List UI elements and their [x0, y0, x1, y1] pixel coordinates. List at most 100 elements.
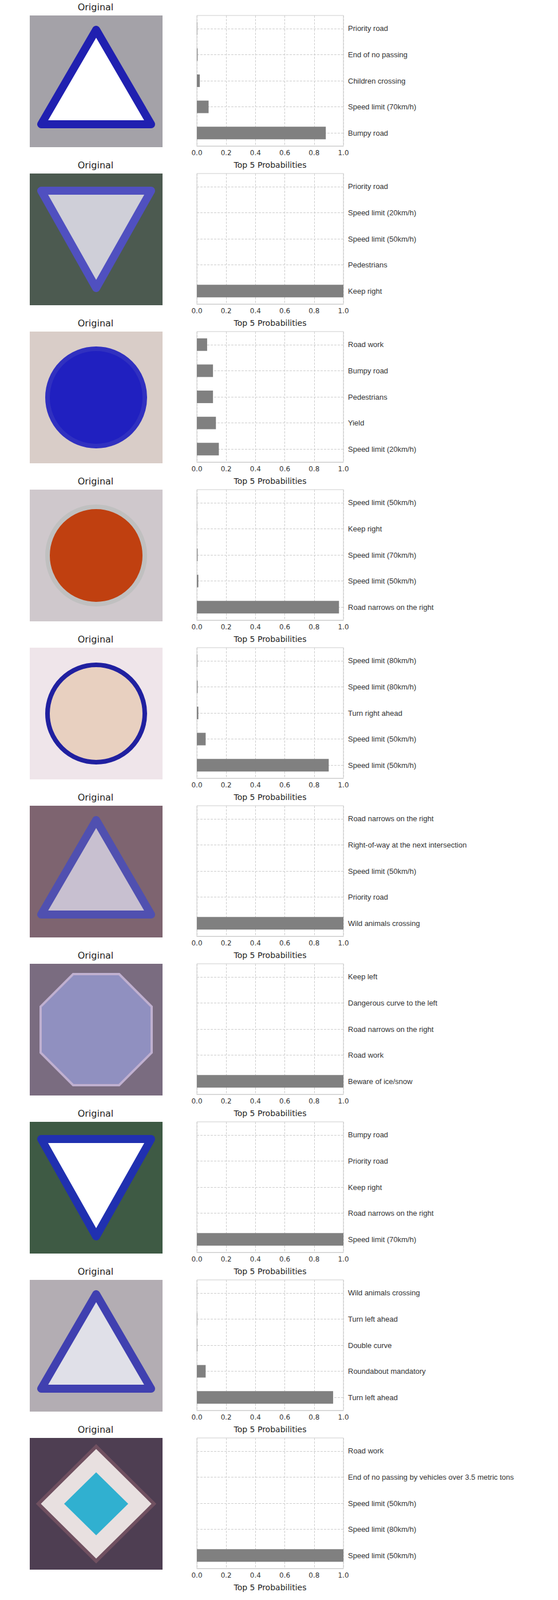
svg-text:Original: Original: [77, 1107, 114, 1119]
svg-text:Speed limit (50km/h): Speed limit (50km/h): [347, 760, 417, 770]
svg-text:Top 5 Probabilities: Top 5 Probabilities: [233, 1265, 307, 1276]
svg-text:0.6: 0.6: [279, 1570, 291, 1579]
svg-text:Wild animals crossing: Wild animals crossing: [347, 918, 421, 928]
svg-text:Speed limit (80km/h): Speed limit (80km/h): [347, 1524, 417, 1533]
svg-text:End of no passing by vehicles: End of no passing by vehicles over 3.5 m…: [347, 1471, 514, 1481]
svg-text:Road work: Road work: [347, 1445, 385, 1455]
svg-text:1.0: 1.0: [337, 1412, 349, 1421]
svg-text:1.0: 1.0: [337, 464, 349, 473]
svg-text:Turn left ahead: Turn left ahead: [347, 1392, 398, 1402]
svg-text:Turn right ahead: Turn right ahead: [347, 708, 403, 718]
svg-text:0.0: 0.0: [191, 780, 203, 789]
svg-text:0.6: 0.6: [279, 148, 291, 157]
svg-text:Top 5 Probabilities: Top 5 Probabilities: [233, 634, 307, 644]
svg-text:Speed limit (80km/h): Speed limit (80km/h): [347, 682, 417, 691]
svg-text:0.6: 0.6: [279, 1254, 291, 1263]
svg-text:0.8: 0.8: [308, 1096, 320, 1105]
svg-text:Pedestrians: Pedestrians: [347, 392, 388, 402]
svg-text:Priority road: Priority road: [347, 24, 389, 33]
svg-text:0.2: 0.2: [220, 306, 232, 315]
svg-text:Top 5 Probabilities: Top 5 Probabilities: [233, 318, 307, 328]
svg-text:Beware of ice/snow: Beware of ice/snow: [347, 1076, 413, 1086]
svg-text:Bumpy road: Bumpy road: [347, 128, 389, 138]
svg-text:0.4: 0.4: [250, 148, 261, 157]
svg-text:Top 5 Probabilities: Top 5 Probabilities: [233, 1107, 307, 1118]
svg-text:Speed limit (50km/h): Speed limit (50km/h): [347, 1498, 417, 1507]
svg-text:1.0: 1.0: [337, 938, 349, 947]
svg-text:Original: Original: [77, 949, 114, 961]
svg-text:Speed limit (70km/h): Speed limit (70km/h): [347, 1234, 417, 1244]
svg-text:0.4: 0.4: [250, 1096, 261, 1105]
svg-text:Original: Original: [77, 317, 114, 329]
svg-text:Original: Original: [77, 791, 114, 803]
svg-text:0.8: 0.8: [308, 306, 320, 315]
svg-text:Keep right: Keep right: [347, 1182, 383, 1191]
svg-text:Speed limit (50km/h): Speed limit (50km/h): [347, 234, 417, 244]
svg-text:1.0: 1.0: [337, 1570, 349, 1579]
svg-text:0.4: 0.4: [250, 306, 261, 315]
svg-text:0.0: 0.0: [191, 1254, 203, 1263]
svg-text:0.8: 0.8: [308, 780, 320, 789]
svg-text:0.4: 0.4: [250, 1254, 261, 1263]
svg-text:Speed limit (50km/h): Speed limit (50km/h): [347, 576, 417, 585]
svg-text:Speed limit (20km/h): Speed limit (20km/h): [347, 208, 417, 217]
svg-text:Right-of-way at the next inter: Right-of-way at the next intersection: [347, 840, 467, 849]
svg-text:Priority road: Priority road: [347, 892, 389, 901]
svg-text:0.0: 0.0: [191, 938, 203, 947]
svg-text:Speed limit (80km/h): Speed limit (80km/h): [347, 655, 417, 665]
svg-text:0.6: 0.6: [279, 938, 291, 947]
svg-text:Speed limit (50km/h): Speed limit (50km/h): [347, 497, 417, 507]
svg-text:1.0: 1.0: [337, 1096, 349, 1105]
svg-text:Children crossing: Children crossing: [347, 76, 406, 86]
svg-text:0.2: 0.2: [220, 780, 232, 789]
svg-text:0.8: 0.8: [308, 464, 320, 473]
svg-text:0.4: 0.4: [250, 464, 261, 473]
svg-text:0.4: 0.4: [250, 780, 261, 789]
svg-text:0.2: 0.2: [220, 1096, 232, 1105]
svg-text:Yield: Yield: [347, 418, 364, 427]
svg-text:0.0: 0.0: [191, 1096, 203, 1105]
svg-text:0.4: 0.4: [250, 622, 261, 631]
svg-text:Double curve: Double curve: [347, 1340, 393, 1349]
svg-text:Speed limit (20km/h): Speed limit (20km/h): [347, 444, 417, 454]
svg-text:Road narrows on the right: Road narrows on the right: [347, 1024, 434, 1034]
svg-text:Top 5 Probabilities: Top 5 Probabilities: [233, 1423, 307, 1434]
svg-text:Speed limit (50km/h): Speed limit (50km/h): [347, 734, 417, 743]
svg-text:Original: Original: [77, 159, 114, 171]
svg-text:Top 5 Probabilities: Top 5 Probabilities: [233, 792, 307, 802]
svg-text:0.8: 0.8: [308, 1570, 320, 1579]
svg-text:Road work: Road work: [347, 1050, 385, 1059]
svg-text:Dangerous curve to the left: Dangerous curve to the left: [347, 998, 438, 1007]
svg-text:Road narrows on the right: Road narrows on the right: [347, 1208, 434, 1217]
svg-text:0.6: 0.6: [279, 622, 291, 631]
svg-text:Roundabout mandatory: Roundabout mandatory: [347, 1366, 426, 1375]
svg-text:Keep right: Keep right: [347, 286, 383, 296]
svg-text:Turn left ahead: Turn left ahead: [347, 1314, 398, 1323]
svg-text:0.0: 0.0: [191, 464, 203, 473]
svg-text:Top 5 Probabilities: Top 5 Probabilities: [233, 160, 307, 170]
svg-text:0.0: 0.0: [191, 622, 203, 631]
svg-text:0.6: 0.6: [279, 1096, 291, 1105]
svg-text:Keep left: Keep left: [347, 971, 378, 981]
svg-text:Speed limit (70km/h): Speed limit (70km/h): [347, 102, 417, 112]
svg-text:0.2: 0.2: [220, 1412, 232, 1421]
svg-text:0.2: 0.2: [220, 148, 232, 157]
svg-text:0.8: 0.8: [308, 1412, 320, 1421]
svg-text:0.4: 0.4: [250, 1412, 261, 1421]
svg-text:0.2: 0.2: [220, 464, 232, 473]
svg-text:0.0: 0.0: [191, 1412, 203, 1421]
svg-text:0.6: 0.6: [279, 306, 291, 315]
svg-text:0.4: 0.4: [250, 1570, 261, 1579]
svg-text:1.0: 1.0: [337, 148, 349, 157]
svg-text:Bumpy road: Bumpy road: [347, 1129, 389, 1139]
svg-text:0.2: 0.2: [220, 1254, 232, 1263]
svg-text:Speed limit (70km/h): Speed limit (70km/h): [347, 550, 417, 560]
svg-text:0.0: 0.0: [191, 306, 203, 315]
svg-text:0.8: 0.8: [308, 938, 320, 947]
svg-text:Road narrows on the right: Road narrows on the right: [347, 602, 434, 612]
svg-text:Top 5 Probabilities: Top 5 Probabilities: [233, 476, 307, 486]
svg-text:Keep right: Keep right: [347, 524, 383, 533]
svg-text:Priority road: Priority road: [347, 181, 389, 191]
svg-text:0.6: 0.6: [279, 1412, 291, 1421]
svg-text:0.6: 0.6: [279, 780, 291, 789]
